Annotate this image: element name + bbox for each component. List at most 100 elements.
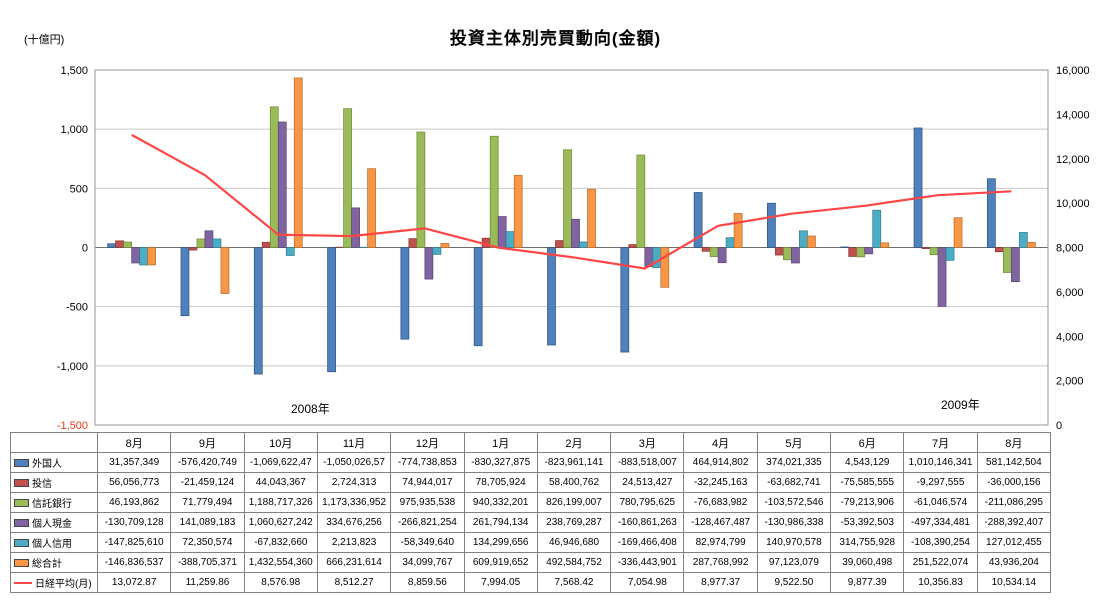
table-cell: -830,327,875	[464, 453, 538, 473]
table-cell: 58,400,762	[537, 473, 612, 493]
table-cell: 7,054.98	[611, 573, 685, 593]
bar	[807, 235, 816, 248]
table-cell: 464,914,802	[684, 453, 758, 473]
bar	[513, 174, 523, 248]
bar	[937, 247, 947, 307]
bar	[416, 131, 426, 248]
table-cell: 238,769,287	[537, 513, 612, 533]
table-cell: 251,522,074	[904, 553, 978, 573]
table-cell: 7,568.42	[537, 573, 612, 593]
year-label-2008: 2008年	[291, 402, 330, 416]
bar	[351, 207, 360, 248]
bar	[440, 243, 450, 248]
bar	[921, 247, 931, 249]
table-cell: -774,738,853	[391, 453, 465, 473]
bar	[701, 247, 711, 252]
series-name: 個人現金	[32, 519, 72, 530]
bar	[579, 241, 588, 248]
legend-cell: 総合計	[11, 553, 98, 573]
table-cell: 10,534.14	[977, 573, 1051, 593]
table-cell: -883,518,007	[611, 453, 685, 473]
left-axis-tick: 1,000	[60, 124, 88, 136]
table-cell: -108,390,254	[904, 533, 978, 553]
bar	[212, 238, 222, 248]
bar	[628, 244, 638, 248]
legend-cell: 信託銀行	[11, 493, 98, 513]
table-cell: -1,050,026,57	[317, 453, 392, 473]
series-name: 個人信用	[32, 539, 72, 550]
month-header-cell: 3月	[611, 433, 685, 453]
series-name: 投信	[32, 479, 52, 490]
right-axis-tick: 2,000	[1056, 376, 1084, 388]
right-axis-tick: 10,000	[1056, 198, 1090, 210]
bar	[767, 202, 776, 248]
bar	[505, 231, 515, 248]
table-cell: -211,086,295	[977, 493, 1051, 513]
table-corner-cell	[11, 433, 98, 453]
right-axis-tick: 6,000	[1056, 287, 1084, 299]
left-axis-tick: -1,500	[57, 420, 88, 432]
table-cell: 44,043,367	[244, 473, 318, 493]
right-axis-tick: 12,000	[1056, 154, 1090, 166]
bar	[1018, 232, 1028, 248]
table-cell: 10,356.83	[904, 573, 978, 593]
table-cell: 46,946,680	[537, 533, 612, 553]
table-cell: 9,522.50	[757, 573, 832, 593]
bar	[587, 188, 596, 248]
bar	[253, 247, 263, 375]
series-name: 日経平均(月)	[35, 579, 92, 590]
month-header-cell: 5月	[757, 433, 832, 453]
month-header-cell: 7月	[904, 433, 978, 453]
table-cell: 140,970,578	[757, 533, 832, 553]
table-cell: -388,705,371	[171, 553, 245, 573]
table-cell: -76,683,982	[684, 493, 758, 513]
bar	[188, 247, 198, 251]
left-axis-tick: 500	[70, 183, 88, 195]
data-table: 8月 9月 10月 11月 12月 1月 2月 3月 4月 5月 6月 7月 8月 外国人 31,357,3…	[10, 432, 1051, 593]
table-cell: 8,859.56	[391, 573, 465, 593]
bar	[1002, 247, 1012, 273]
month-header-cell: 9月	[171, 433, 245, 453]
legend-color-key	[14, 538, 29, 547]
table-cell: 334,676,256	[317, 513, 392, 533]
series-name: 信託銀行	[32, 499, 72, 510]
table-cell: 1,188,717,326	[244, 493, 318, 513]
bar	[293, 77, 303, 248]
bar	[107, 243, 117, 248]
table-cell: -103,572,546	[757, 493, 832, 513]
table-cell: 8,977.37	[684, 573, 758, 593]
table-cell: -79,213,906	[831, 493, 905, 513]
legend-line-key	[14, 581, 32, 584]
bar	[986, 178, 996, 248]
bar	[180, 247, 190, 317]
table-cell: 581,142,504	[977, 453, 1051, 473]
legend-cell: 投信	[11, 473, 98, 493]
table-cell: -75,585,555	[831, 473, 905, 493]
bar	[783, 247, 792, 261]
table-cell: 2,213,823	[317, 533, 392, 553]
month-header-cell: 12月	[391, 433, 465, 453]
table-cell: 826,199,007	[537, 493, 612, 513]
bar	[1026, 241, 1036, 248]
table-cell: 975,935,538	[391, 493, 465, 513]
table-cell: 8,576.98	[244, 573, 318, 593]
table-cell: 13,072.87	[98, 573, 172, 593]
table-cell: 7,994.05	[464, 573, 538, 593]
table-cell: -21,459,124	[171, 473, 245, 493]
month-header-cell: 4月	[684, 433, 758, 453]
year-label-2009: 2009年	[941, 398, 980, 412]
table-cell: 74,944,017	[391, 473, 465, 493]
table-cell: 374,021,335	[757, 453, 832, 473]
bar	[660, 247, 670, 288]
month-header-cell: 6月	[831, 433, 905, 453]
table-cell: 2,724,313	[317, 473, 392, 493]
chart-title: 投資主体別売買動向(金額)	[449, 29, 662, 48]
right-axis-tick: 14,000	[1056, 109, 1090, 121]
table-cell: 134,299,656	[464, 533, 538, 553]
table-cell: 127,012,455	[977, 533, 1051, 553]
table-cell: 1,060,627,242	[244, 513, 318, 533]
bar	[725, 237, 735, 248]
table-cell: 4,543,129	[831, 453, 905, 473]
table-cell: -288,392,407	[977, 513, 1051, 533]
